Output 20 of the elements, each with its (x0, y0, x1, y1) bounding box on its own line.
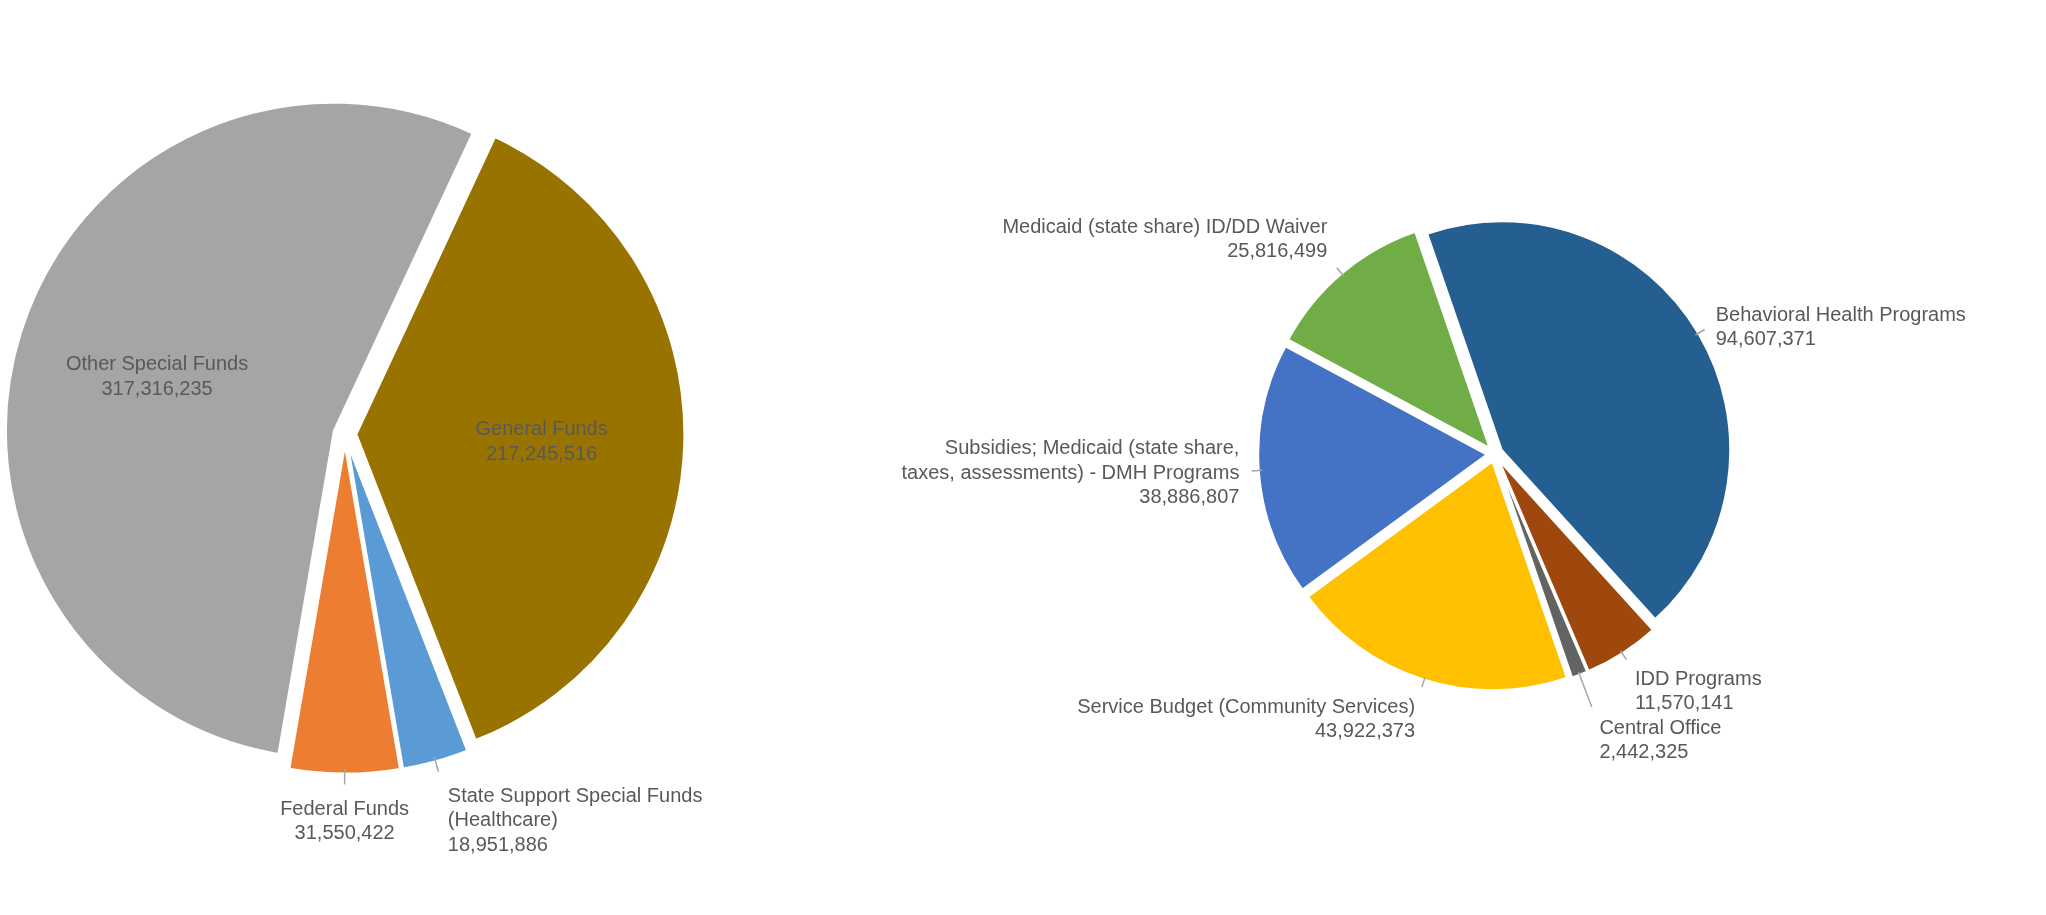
slice-label: IDD Programs (1634, 667, 1762, 690)
slice-label: Medicaid (state share) ID/DD Waiver (1002, 215, 1328, 237)
slice-label: Subsidies; Medicaid (state share, taxes, assessments) - DMH Programs (901, 436, 1240, 483)
data-label: 25,816,499 (1227, 239, 1328, 262)
data-label: 38,886,807 (1139, 484, 1240, 507)
data-label: 217,245,516 (485, 441, 598, 464)
data-label: 31,550,422 (294, 821, 395, 844)
data-label: 11,570,141 (1634, 691, 1734, 714)
slice-label: Central Office (1599, 715, 1722, 738)
data-label: 2,442,325 (1599, 739, 1689, 762)
data-label: 317,316,235 (101, 376, 213, 399)
slice-label: Behavioral Health Programs (1715, 302, 1966, 325)
data-label: 43,922,373 (1314, 719, 1416, 742)
data-label: 18,951,886 (447, 832, 548, 855)
slice-label: Other Special Funds (65, 351, 249, 374)
slice-label: General Funds (475, 417, 608, 440)
data-label: 94,607,371 (1715, 326, 1816, 349)
slice-label: Federal Funds (280, 796, 410, 819)
slice-label: State Support Special Funds (Healthcare) (447, 783, 703, 831)
slice-label: Service Budget (Community Services) (1077, 695, 1416, 718)
